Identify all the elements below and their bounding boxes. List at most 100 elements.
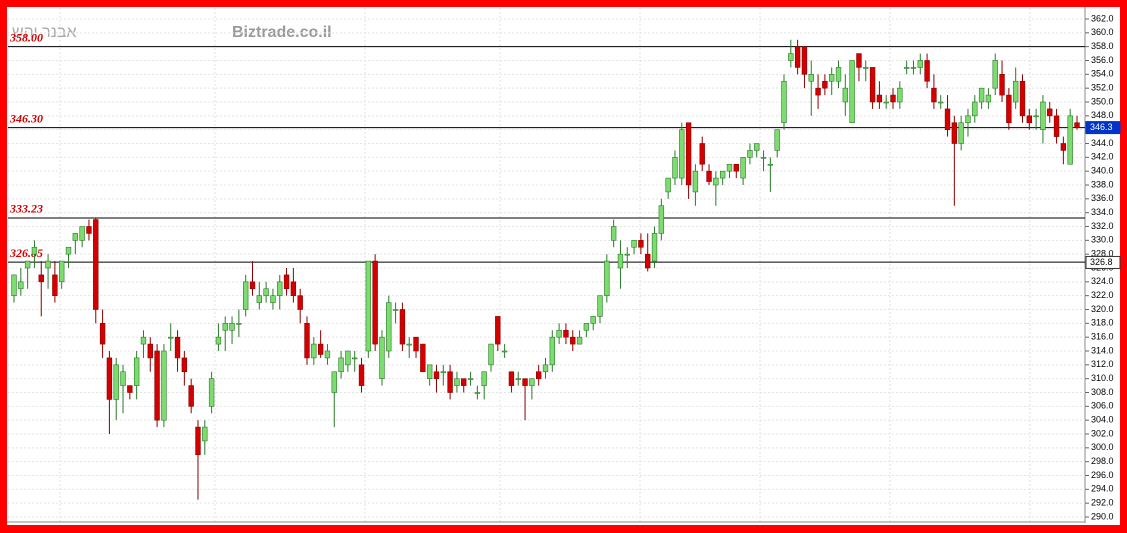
- candle-body: [1060, 143, 1067, 151]
- y-tick-label: 314.0: [1091, 345, 1114, 355]
- candle-body: [174, 336, 181, 359]
- candle-body: [781, 80, 787, 124]
- candle-body: [835, 67, 842, 82]
- level-label: 358.00: [9, 30, 43, 44]
- candle-body: [685, 122, 692, 186]
- candle-body: [719, 170, 726, 179]
- price-marker-label: 326.8: [1090, 257, 1113, 267]
- candle-body: [392, 309, 399, 311]
- y-tick-label: 322.0: [1091, 290, 1114, 300]
- candle-body: [903, 67, 910, 69]
- candle-body: [1026, 115, 1032, 124]
- candle-body: [215, 336, 222, 345]
- candle-body: [406, 343, 412, 346]
- candle-body: [679, 129, 685, 179]
- candle-body: [297, 295, 303, 310]
- y-tick-label: 306.0: [1091, 401, 1114, 411]
- y-tick-label: 316.0: [1091, 332, 1114, 342]
- candle-body: [651, 233, 658, 262]
- candle-body: [113, 364, 119, 400]
- candle-body: [924, 60, 930, 82]
- candle-body: [740, 157, 746, 179]
- y-tick-label: 336.0: [1091, 193, 1114, 203]
- candle-body: [52, 274, 58, 296]
- candle-body: [501, 350, 508, 353]
- y-tick-label: 356.0: [1091, 55, 1114, 65]
- y-tick-label: 320.0: [1091, 304, 1114, 314]
- candle-body: [999, 74, 1005, 96]
- candle-body: [794, 46, 801, 68]
- candle-body: [829, 74, 835, 82]
- candle-body: [856, 53, 862, 68]
- candle-body: [876, 94, 883, 103]
- candle-body: [1012, 80, 1019, 103]
- y-tick-label: 312.0: [1091, 359, 1114, 369]
- y-tick-label: 334.0: [1091, 207, 1114, 217]
- candle-body: [86, 226, 92, 234]
- y-tick-label: 310.0: [1091, 373, 1114, 383]
- candle-body: [760, 157, 767, 159]
- candle-body: [931, 87, 937, 103]
- candle-body: [951, 122, 958, 144]
- candle-body: [168, 336, 174, 339]
- candle-body: [379, 336, 385, 379]
- y-tick-label: 360.0: [1091, 27, 1114, 37]
- candle-body: [822, 80, 828, 89]
- candle-body: [699, 143, 705, 165]
- candle-body: [1053, 115, 1060, 137]
- candle-body: [958, 122, 964, 144]
- candle-body: [426, 364, 433, 379]
- candle-body: [18, 281, 24, 290]
- candle-body: [849, 60, 855, 124]
- candle-body: [324, 350, 331, 359]
- candle-body: [978, 87, 985, 103]
- y-tick-label: 344.0: [1091, 138, 1114, 148]
- candle-body: [45, 260, 51, 269]
- candle-body: [461, 378, 467, 386]
- candle-body: [249, 281, 256, 290]
- candle-body: [304, 323, 310, 359]
- candle-body: [372, 260, 378, 345]
- candle-body: [59, 260, 65, 283]
- y-tick-label: 290.0: [1091, 511, 1114, 521]
- candle-body: [815, 87, 821, 96]
- candle-body: [222, 323, 228, 331]
- candle-body: [597, 295, 603, 317]
- candle-body: [610, 226, 617, 241]
- candle-body: [508, 371, 515, 386]
- candle-body: [99, 323, 106, 345]
- candle-body: [420, 343, 426, 373]
- candle-body: [433, 371, 440, 379]
- candle-body: [161, 350, 167, 421]
- candle-body: [1019, 80, 1026, 117]
- price-marker: [1085, 255, 1121, 269]
- candle-body: [583, 323, 590, 331]
- candle-body: [24, 260, 31, 269]
- plot-background: [7, 7, 1120, 525]
- y-tick-label: 362.0: [1091, 13, 1114, 23]
- price-marker: [1085, 121, 1121, 135]
- candle-body: [1033, 115, 1039, 118]
- candle-body: [229, 323, 235, 331]
- candle-body: [638, 240, 644, 248]
- candle-body: [345, 350, 351, 366]
- candle-body: [1006, 94, 1012, 124]
- candle-body: [869, 67, 876, 103]
- candle-body: [604, 260, 610, 296]
- candle-body: [65, 246, 72, 255]
- candle-body: [236, 323, 242, 325]
- candle-body: [774, 129, 780, 151]
- y-tick-label: 318.0: [1091, 318, 1114, 328]
- candle-body: [767, 163, 774, 166]
- candle-body: [883, 101, 889, 104]
- candle-body: [208, 378, 215, 407]
- candle-body: [488, 343, 494, 366]
- y-tick-label: 298.0: [1091, 456, 1114, 466]
- candle-body: [842, 87, 849, 103]
- candle-body: [188, 385, 194, 407]
- candle-body: [917, 60, 923, 68]
- candle-body: [202, 426, 208, 442]
- y-tick-label: 340.0: [1091, 166, 1114, 176]
- plot: 290.0 292.0 294.0 296.0 298.0 300.0 302.0 304.0…: [8, 13, 1121, 521]
- candle-body: [965, 115, 971, 124]
